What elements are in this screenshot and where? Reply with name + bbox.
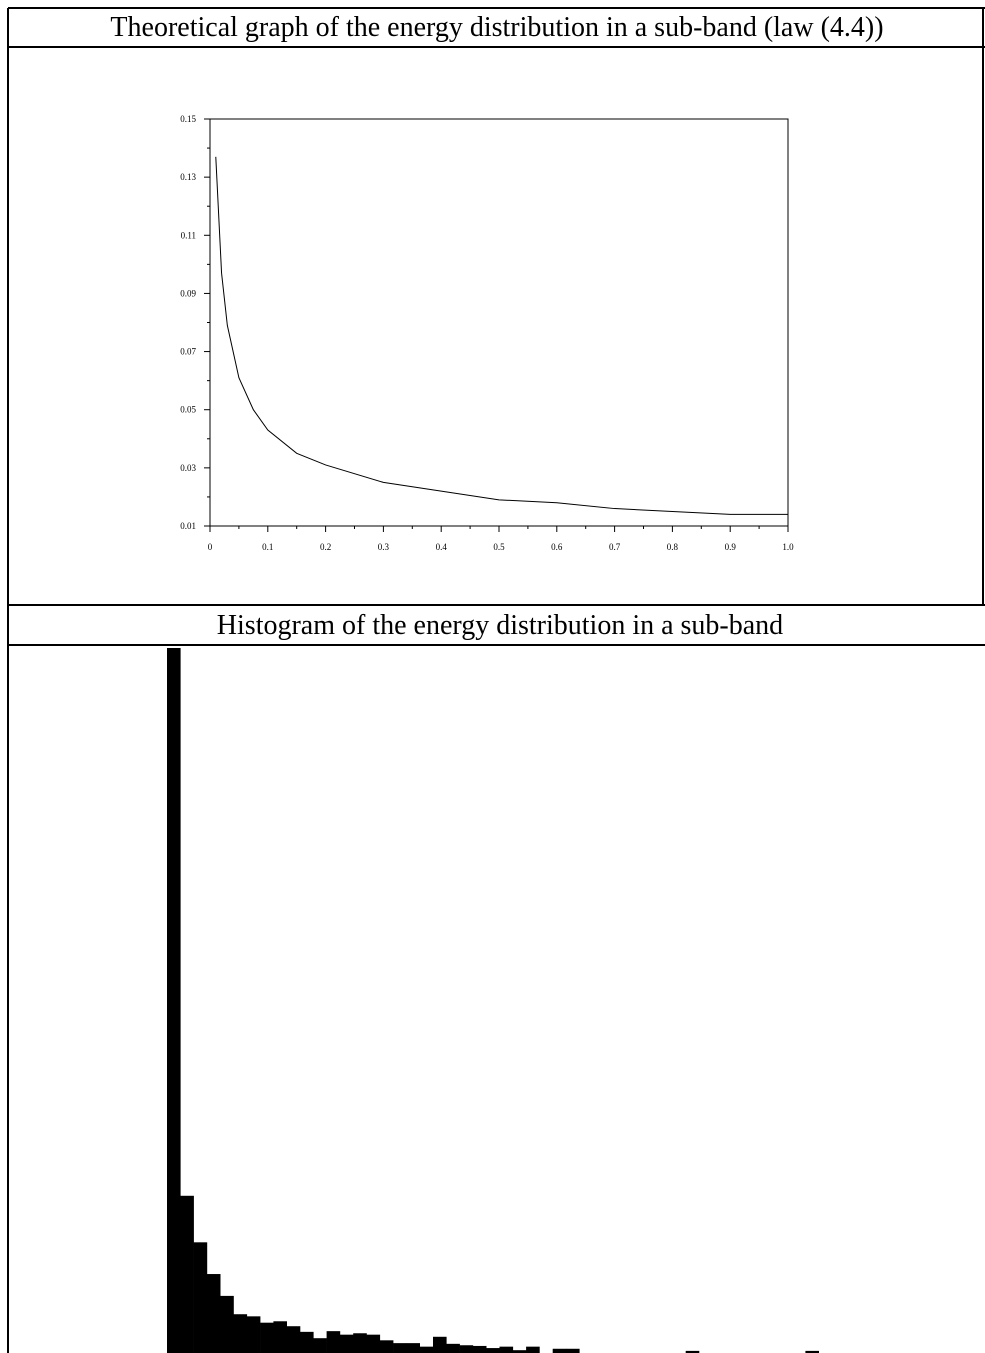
bar <box>526 1346 540 1353</box>
bar <box>339 1334 354 1353</box>
bar <box>512 1350 527 1353</box>
bar <box>459 1345 474 1353</box>
bar <box>260 1322 274 1353</box>
bar <box>273 1321 287 1353</box>
y-tick-label: 0.13 <box>180 172 196 182</box>
bar <box>313 1338 327 1353</box>
y-tick-label: 0.11 <box>181 230 196 240</box>
x-tick-label: 0.4 <box>436 542 448 552</box>
x-tick-label: 0.9 <box>725 542 737 552</box>
bar <box>246 1316 261 1353</box>
bar <box>499 1346 514 1353</box>
x-tick-label: 0.5 <box>493 542 505 552</box>
y-tick-label: 0.09 <box>180 288 196 298</box>
bar <box>805 1350 819 1353</box>
bar <box>300 1331 314 1353</box>
bar <box>220 1295 234 1353</box>
x-tick-label: 0.1 <box>262 542 273 552</box>
bar <box>379 1340 394 1353</box>
bar <box>167 648 181 1353</box>
frame <box>7 7 985 1353</box>
bar <box>419 1346 434 1353</box>
bar <box>326 1331 341 1353</box>
bar <box>233 1314 248 1353</box>
bar <box>366 1334 381 1353</box>
y-tick-label: 0.05 <box>180 405 196 415</box>
x-tick-label: 0.7 <box>609 542 621 552</box>
bar <box>406 1343 420 1353</box>
bar <box>286 1326 301 1353</box>
x-tick-label: 0.6 <box>551 542 563 552</box>
bar <box>206 1274 221 1353</box>
y-tick-label: 0.01 <box>180 521 196 531</box>
bar <box>566 1348 580 1353</box>
bar <box>446 1343 460 1353</box>
bar <box>193 1242 208 1353</box>
bar <box>685 1350 700 1353</box>
chart-title: Theoretical graph of the energy distribu… <box>110 12 883 43</box>
bar <box>472 1345 487 1353</box>
bar <box>393 1343 407 1353</box>
x-tick-label: 1.0 <box>782 542 794 552</box>
x-tick-label: 0.2 <box>320 542 331 552</box>
bar <box>433 1336 447 1353</box>
x-tick-label: 0.8 <box>667 542 679 552</box>
y-tick-label: 0.03 <box>180 463 196 473</box>
plot-frame <box>209 118 789 527</box>
y-tick-label: 0.07 <box>180 347 196 357</box>
curve <box>215 156 788 515</box>
x-tick-label: 0.3 <box>378 542 390 552</box>
bar <box>353 1333 367 1353</box>
bar <box>552 1348 567 1353</box>
chart-title: Histogram of the energy distribution in … <box>217 610 783 641</box>
bar <box>486 1348 500 1353</box>
y-tick-label: 0.15 <box>180 114 196 124</box>
bar <box>180 1195 194 1353</box>
x-tick-label: 0 <box>208 542 213 552</box>
